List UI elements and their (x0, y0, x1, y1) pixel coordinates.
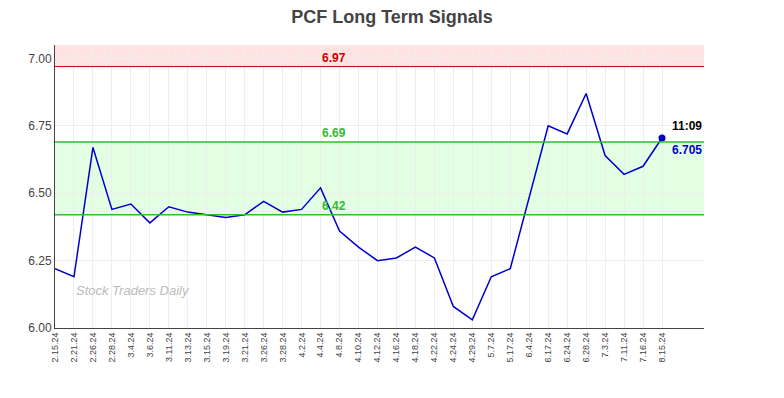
svg-text:2.28.24: 2.28.24 (107, 333, 117, 363)
svg-text:6.4.24: 6.4.24 (524, 333, 534, 358)
svg-text:8.15.24: 8.15.24 (657, 333, 667, 363)
svg-text:6.42: 6.42 (322, 199, 346, 213)
svg-text:11:09: 11:09 (672, 119, 702, 133)
svg-text:7.3.24: 7.3.24 (600, 333, 610, 358)
svg-text:4.8.24: 4.8.24 (334, 333, 344, 358)
svg-text:PCF Long Term Signals: PCF Long Term Signals (291, 7, 493, 27)
svg-text:4.16.24: 4.16.24 (391, 333, 401, 363)
svg-text:4.24.24: 4.24.24 (448, 333, 458, 363)
svg-text:6.00: 6.00 (28, 321, 52, 335)
svg-text:4.18.24: 4.18.24 (410, 333, 420, 363)
svg-text:6.28.24: 6.28.24 (581, 333, 591, 363)
svg-text:5.7.24: 5.7.24 (486, 333, 496, 358)
svg-text:3.15.24: 3.15.24 (202, 333, 212, 363)
svg-text:5.17.24: 5.17.24 (505, 333, 515, 363)
svg-text:6.24.24: 6.24.24 (562, 333, 572, 363)
svg-text:3.19.24: 3.19.24 (221, 333, 231, 363)
svg-text:7.16.24: 7.16.24 (638, 333, 648, 363)
svg-text:4.12.24: 4.12.24 (372, 333, 382, 363)
svg-text:3.21.24: 3.21.24 (240, 333, 250, 363)
svg-text:4.22.24: 4.22.24 (429, 333, 439, 363)
svg-text:6.705: 6.705 (672, 143, 702, 157)
svg-text:Stock Traders Daily: Stock Traders Daily (76, 283, 190, 298)
svg-text:6.50: 6.50 (28, 186, 52, 200)
svg-text:6.25: 6.25 (28, 254, 52, 268)
svg-text:2.26.24: 2.26.24 (88, 333, 98, 363)
svg-text:6.97: 6.97 (322, 51, 346, 65)
svg-text:3.26.24: 3.26.24 (259, 333, 269, 363)
svg-text:3.28.24: 3.28.24 (278, 333, 288, 363)
svg-text:6.69: 6.69 (322, 126, 346, 140)
svg-text:6.17.24: 6.17.24 (543, 333, 553, 363)
svg-text:3.6.24: 3.6.24 (145, 333, 155, 358)
svg-text:2.21.24: 2.21.24 (69, 333, 79, 363)
svg-text:3.13.24: 3.13.24 (183, 333, 193, 363)
svg-text:7.00: 7.00 (28, 52, 52, 66)
svg-text:4.4.24: 4.4.24 (315, 333, 325, 358)
svg-text:6.75: 6.75 (28, 119, 52, 133)
svg-text:7.11.24: 7.11.24 (619, 333, 629, 362)
svg-text:2.15.24: 2.15.24 (50, 333, 60, 363)
svg-text:3.4.24: 3.4.24 (126, 333, 136, 358)
svg-text:4.2.24: 4.2.24 (297, 333, 307, 358)
svg-text:3.11.24: 3.11.24 (164, 333, 174, 362)
svg-text:4.29.24: 4.29.24 (467, 333, 477, 363)
svg-text:4.10.24: 4.10.24 (353, 333, 363, 363)
